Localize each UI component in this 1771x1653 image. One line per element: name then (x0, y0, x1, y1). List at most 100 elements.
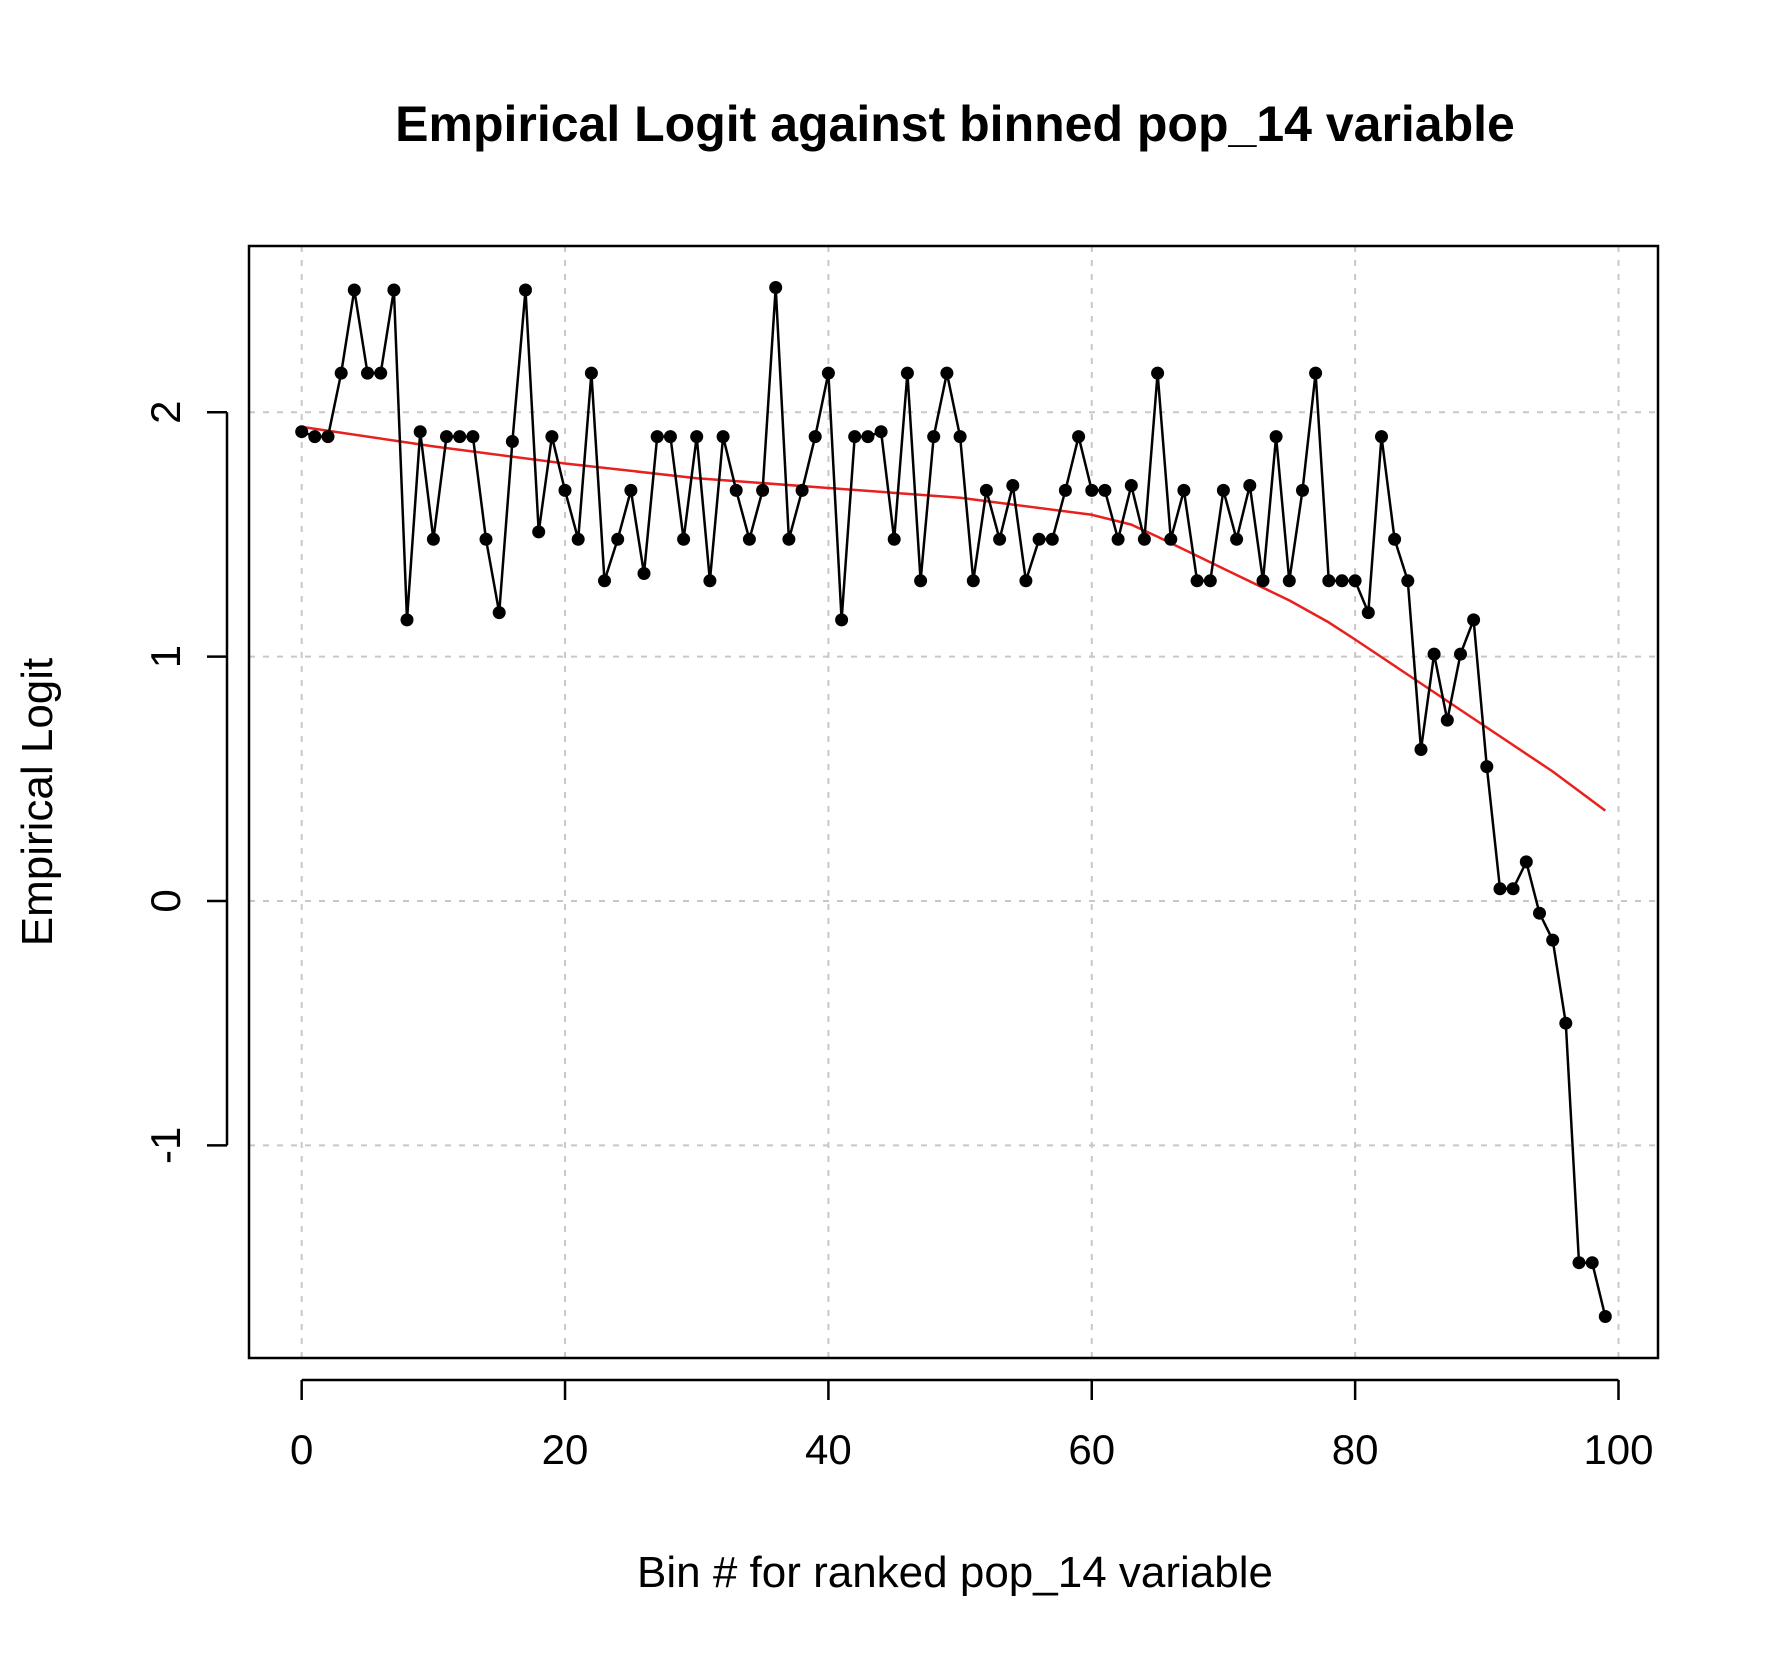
data-point (690, 430, 704, 444)
data-point (861, 430, 875, 444)
data-point (1348, 574, 1362, 588)
data-point (1058, 483, 1072, 497)
data-point (1124, 479, 1138, 492)
data-point (1572, 1256, 1586, 1270)
data-point (782, 532, 796, 546)
data-point (993, 532, 1007, 546)
y-tick-label: 1 (142, 645, 189, 668)
data-point (1006, 479, 1020, 492)
grid (249, 246, 1658, 1358)
data-point (1309, 366, 1323, 380)
data-point (426, 532, 440, 546)
data-point (505, 435, 519, 448)
data-point (545, 430, 559, 444)
data-point (887, 532, 901, 546)
data-point (966, 574, 980, 588)
data-point (729, 483, 743, 497)
data-point (571, 532, 585, 546)
data-point (821, 366, 835, 380)
data-point (1519, 855, 1533, 869)
data-point (1151, 366, 1165, 380)
data-point (1335, 574, 1349, 588)
data-point (1388, 532, 1402, 546)
data-point (756, 483, 770, 497)
x-tick-label: 80 (1332, 1426, 1379, 1473)
data-point (1480, 760, 1494, 774)
axes: 0 20 40 60 80 100 -1 0 1 2 (142, 401, 1654, 1473)
data-point (1361, 606, 1375, 620)
x-tick-label: 0 (290, 1426, 313, 1473)
data-point (308, 430, 322, 444)
data-point (1296, 483, 1309, 497)
data-point (795, 483, 809, 497)
data-point (1585, 1256, 1599, 1270)
y-axis-label: Empirical Logit (13, 658, 62, 947)
data-point (1401, 574, 1415, 588)
plot-frame (247, 244, 1660, 1360)
data-point (677, 532, 691, 546)
data-point (1085, 483, 1099, 497)
empirical-logit-line (301, 286, 1607, 1317)
data-point (387, 283, 401, 297)
data-point (1256, 574, 1270, 588)
data-point (532, 525, 546, 539)
data-point (874, 425, 888, 439)
data-point (1440, 713, 1454, 727)
data-point (914, 574, 928, 588)
data-point (1098, 483, 1112, 497)
data-point (742, 532, 756, 546)
data-point (492, 606, 506, 620)
data-point (1493, 882, 1507, 896)
data-point (466, 430, 480, 444)
data-point (1427, 647, 1441, 661)
data-point (940, 366, 954, 380)
data-point (1111, 532, 1125, 546)
x-tick-label: 40 (805, 1426, 852, 1473)
data-point (413, 425, 427, 439)
data-point (1375, 430, 1388, 444)
data-point (1546, 933, 1560, 947)
data-point (835, 613, 849, 627)
data-point (1454, 647, 1467, 661)
data-point (769, 281, 783, 294)
data-point (558, 483, 572, 497)
x-tick-label: 100 (1583, 1426, 1653, 1473)
data-point (1216, 483, 1230, 497)
data-point (716, 430, 730, 444)
data-point (1045, 532, 1059, 546)
data-point (637, 567, 651, 580)
data-point (519, 283, 532, 297)
x-tick-label: 60 (1068, 1426, 1115, 1473)
data-point (1137, 532, 1151, 546)
y-tick-label: 0 (142, 889, 189, 912)
data-point (1019, 574, 1033, 588)
data-point (1322, 574, 1336, 588)
x-axis-label: Bin # for ranked pop_14 variable (637, 1548, 1273, 1597)
data-point (1243, 479, 1257, 492)
data-point (1414, 743, 1428, 756)
data-point (1164, 532, 1178, 546)
data-point (598, 574, 611, 588)
data-point (703, 574, 717, 588)
data-point (374, 366, 388, 380)
data-point (1506, 882, 1520, 896)
data-point (334, 366, 348, 380)
data-point (611, 532, 625, 546)
data-point (1282, 574, 1296, 588)
data-point (347, 283, 361, 297)
data-point (1177, 483, 1191, 497)
data-point (848, 430, 862, 444)
data-point (1072, 430, 1086, 444)
data-point (900, 366, 914, 380)
data-point (440, 430, 453, 444)
data-point (953, 430, 967, 444)
data-point (1203, 574, 1217, 588)
data-point (1230, 532, 1244, 546)
data-point (808, 430, 822, 444)
series-layer (295, 281, 1612, 1323)
data-point (584, 366, 598, 380)
data-point (1190, 574, 1204, 588)
x-tick-label: 20 (542, 1426, 589, 1473)
data-point (663, 430, 677, 444)
